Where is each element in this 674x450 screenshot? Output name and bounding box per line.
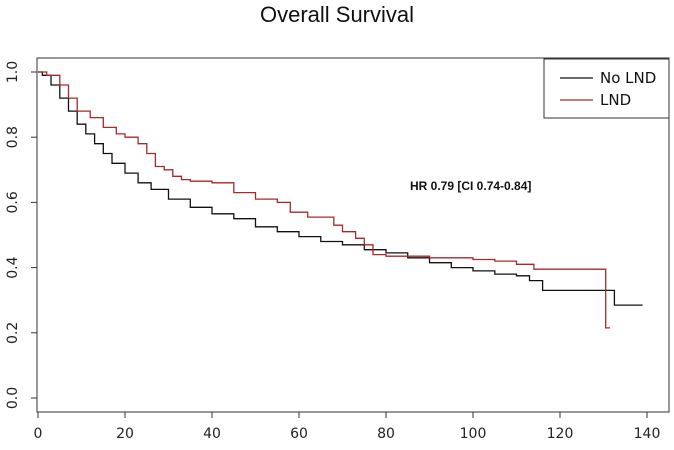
y-tick-label: 0.2 — [5, 322, 21, 344]
axes: 0 20 40 60 80 100 120 140 0.0 0.2 0.4 0.6 0.8 1.0 — [5, 61, 660, 442]
legend-label-no-lnd: No LND — [600, 69, 656, 87]
y-tick-label: 0.8 — [5, 126, 21, 148]
x-tick-label: 80 — [377, 426, 395, 442]
series-line-no-lnd — [38, 71, 643, 306]
y-tick-label: 1.0 — [5, 61, 21, 83]
x-tick-label: 100 — [460, 426, 487, 442]
y-tick-label: 0.4 — [5, 256, 21, 278]
x-tick-label: 0 — [34, 426, 43, 442]
y-tick-label: 0.6 — [5, 191, 21, 213]
x-tick-label: 120 — [547, 426, 574, 442]
x-tick-label: 140 — [634, 426, 661, 442]
y-tick-label: 0.0 — [5, 387, 21, 409]
hr-annotation: HR 0.79 [CI 0.74-0.84] — [410, 179, 531, 193]
plot-frame — [36, 57, 670, 413]
legend-box — [543, 58, 670, 119]
x-tick-label: 60 — [290, 426, 308, 442]
legend-label-lnd: LND — [600, 91, 631, 109]
chart-title: Overall Survival — [259, 2, 415, 27]
x-tick-label: 40 — [203, 426, 221, 442]
series-lines — [38, 71, 643, 329]
x-tick-label: 20 — [116, 426, 134, 442]
legend: No LND LND — [543, 58, 670, 119]
series-line-lnd — [38, 71, 610, 329]
